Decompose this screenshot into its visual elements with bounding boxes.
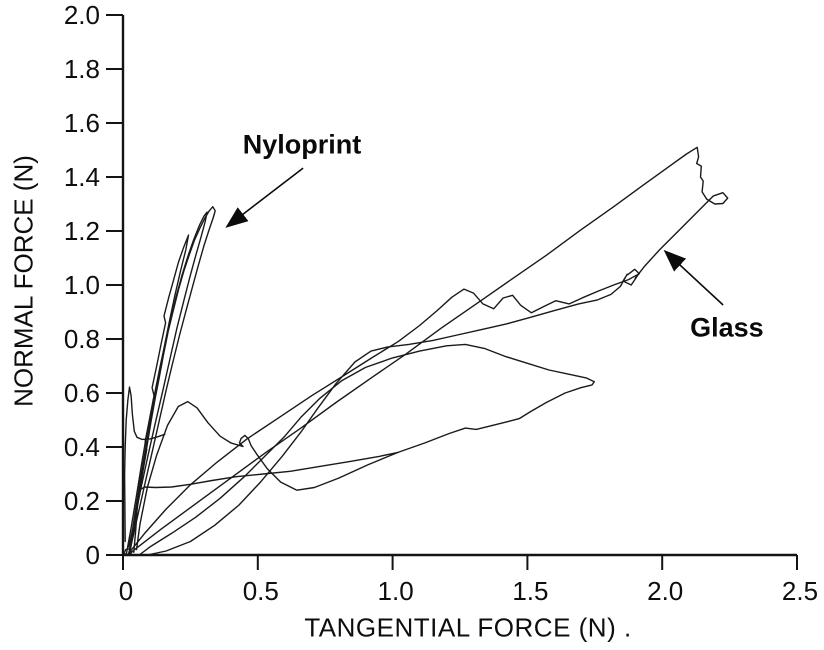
x-tick-label: 1.0 <box>378 576 414 606</box>
x-tick-label: 0.5 <box>243 576 279 606</box>
y-tick-label: 0.4 <box>64 432 100 462</box>
curve-glass-low-shallow-trace <box>133 451 399 553</box>
y-tick-label: 0 <box>86 540 100 570</box>
curve-glass-outer-loop <box>130 146 729 556</box>
y-tick-label: 0.8 <box>64 324 100 354</box>
curve-glass-lower-loop <box>135 343 595 556</box>
y-axis-title: NORMAL FORCE (N) <box>8 155 39 407</box>
annotation-arrow-glass <box>663 249 724 306</box>
curve-origin-blob <box>123 547 133 556</box>
y-tick-label: 2.0 <box>64 0 100 30</box>
y-tick-label: 0.2 <box>64 486 100 516</box>
x-axis-title: TANGENTIAL FORCE (N) . <box>304 612 632 643</box>
curve-glass-left-spike <box>123 386 166 543</box>
y-tick-label: 1.8 <box>64 54 100 84</box>
y-tick-label: 1.6 <box>64 108 100 138</box>
x-tick-label: 0 <box>119 576 133 606</box>
annotation-label-glass: Glass <box>690 312 764 343</box>
curve-nyloprint-trace-3 <box>128 234 190 555</box>
y-tick-label: 1.4 <box>64 162 100 192</box>
y-tick-label: 1.2 <box>64 216 100 246</box>
x-tick-label: 1.5 <box>512 576 548 606</box>
y-tick-label: 0.6 <box>64 378 100 408</box>
curve-glass-wiggly-trace <box>127 268 640 555</box>
x-tick-label: 2.5 <box>782 576 818 606</box>
x-tick-label: 2.0 <box>647 576 683 606</box>
annotation-arrow-nyloprint <box>225 167 304 228</box>
y-tick-label: 1.0 <box>64 270 100 300</box>
annotation-label-nyloprint: Nyloprint <box>242 129 362 160</box>
